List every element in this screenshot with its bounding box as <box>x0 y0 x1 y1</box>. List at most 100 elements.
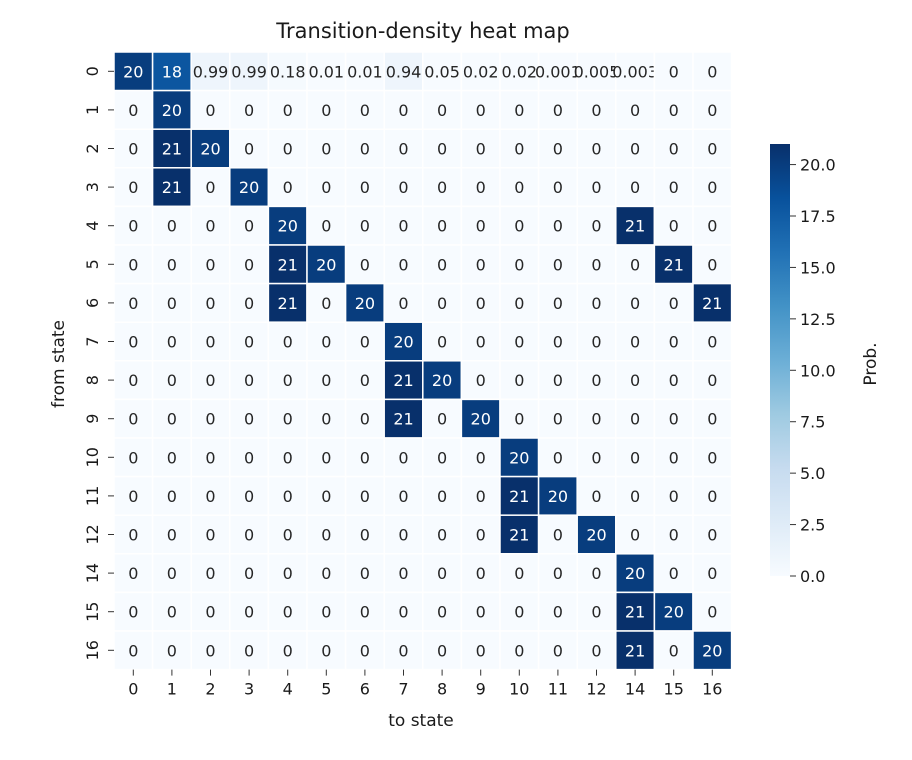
cell-value-label: 0 <box>244 294 254 313</box>
cell-value-label: 0 <box>167 294 177 313</box>
cell-value-label: 0 <box>283 526 293 545</box>
heatmap-cell <box>576 630 617 671</box>
cell-value-label: 0 <box>167 603 177 622</box>
cell-value-label: 0 <box>476 603 486 622</box>
cell-value-label: 21 <box>278 255 298 274</box>
cell-value-label: 0 <box>205 564 215 583</box>
cell-value-label: 0 <box>476 564 486 583</box>
heatmap-cell <box>576 282 617 323</box>
heatmap-cell <box>306 398 347 439</box>
cell-value-label: 0 <box>630 410 640 429</box>
cell-value-label: 0 <box>476 217 486 236</box>
heatmap-cell <box>576 51 617 92</box>
y-tick-label: 4 <box>83 221 102 231</box>
heatmap-cell <box>692 128 733 169</box>
cell-value-label: 0 <box>437 487 447 506</box>
heatmap-cell <box>460 51 501 92</box>
heatmap-cell <box>499 321 540 362</box>
x-tick-label: 16 <box>702 680 722 699</box>
cell-value-label: 0 <box>167 564 177 583</box>
cell-value-label: 0 <box>437 294 447 313</box>
heatmap-cell <box>615 630 656 671</box>
cell-value-label: 0 <box>553 564 563 583</box>
x-tick-label: 3 <box>244 680 254 699</box>
y-axis-label: from state <box>49 320 69 408</box>
cell-value-label: 0 <box>514 101 524 120</box>
colorbar-tick-label: 7.5 <box>800 413 825 432</box>
cell-value-label: 0 <box>476 487 486 506</box>
cell-value-label: 0 <box>244 526 254 545</box>
cell-value-label: 0 <box>553 371 563 390</box>
heatmap-cell <box>383 128 424 169</box>
cell-value-label: 0 <box>669 371 679 390</box>
heatmap-cell <box>576 591 617 632</box>
cell-value-label: 0 <box>630 101 640 120</box>
heatmap-cell <box>653 514 694 555</box>
heatmap-cell <box>460 244 501 285</box>
heatmap-cell <box>576 437 617 478</box>
heatmap-cell <box>576 244 617 285</box>
cell-value-label: 0 <box>128 101 138 120</box>
x-tick-label: 12 <box>586 680 606 699</box>
cell-value-label: 0 <box>321 641 331 660</box>
cell-value-label: 0.02 <box>463 62 499 81</box>
cell-value-label: 0 <box>398 217 408 236</box>
cell-value-label: 20 <box>586 526 606 545</box>
cell-value-label: 0 <box>205 294 215 313</box>
cell-value-label: 0 <box>321 487 331 506</box>
y-tick-label: 12 <box>83 524 102 544</box>
heatmap-cell <box>499 514 540 555</box>
cell-value-label: 0 <box>244 140 254 159</box>
x-tick-label: 8 <box>437 680 447 699</box>
cell-value-label: 0 <box>283 410 293 429</box>
heatmap-cell <box>306 514 347 555</box>
cell-value-label: 0 <box>128 641 138 660</box>
cell-value-label: 0 <box>398 101 408 120</box>
heatmap-cell <box>499 630 540 671</box>
cell-value-label: 0 <box>244 448 254 467</box>
cell-value-label: 0 <box>360 410 370 429</box>
cell-value-label: 0 <box>205 526 215 545</box>
cell-value-label: 0 <box>707 448 717 467</box>
heatmap-cell <box>499 475 540 516</box>
heatmap-cell <box>229 282 270 323</box>
colorbar-tick-label: 12.5 <box>800 310 836 329</box>
cell-value-label: 20 <box>123 62 143 81</box>
cell-value-label: 0 <box>283 603 293 622</box>
heatmap-cell <box>190 360 231 401</box>
cell-value-label: 0 <box>321 101 331 120</box>
cell-value-label: 0 <box>398 294 408 313</box>
heatmap-cell <box>306 475 347 516</box>
cell-value-label: 21 <box>664 255 684 274</box>
y-tick-label: 11 <box>83 486 102 506</box>
heatmap-cell <box>229 244 270 285</box>
cell-value-label: 20 <box>393 333 413 352</box>
cell-value-label: 0 <box>205 448 215 467</box>
cell-value-label: 0.005 <box>574 62 620 81</box>
cell-value-label: 0 <box>244 603 254 622</box>
heatmap-cell <box>460 437 501 478</box>
cell-value-label: 0 <box>630 140 640 159</box>
cell-value-label: 0 <box>167 487 177 506</box>
cell-value-label: 0 <box>669 62 679 81</box>
cell-value-label: 0 <box>283 564 293 583</box>
heatmap-cell <box>267 591 308 632</box>
cell-value-label: 0 <box>283 487 293 506</box>
colorbar-tick-label: 15.0 <box>800 258 836 277</box>
heatmap-cell <box>151 360 192 401</box>
heatmap-cell <box>267 244 308 285</box>
cell-value-label: 0 <box>128 371 138 390</box>
cell-value-label: 0 <box>514 178 524 197</box>
cell-value-label: 0 <box>514 217 524 236</box>
heatmap-cell <box>383 51 424 92</box>
cell-value-label: 0 <box>205 101 215 120</box>
cell-value-label: 0 <box>630 371 640 390</box>
x-tick-label: 7 <box>398 680 408 699</box>
cell-value-label: 0 <box>360 255 370 274</box>
cell-value-label: 0 <box>244 217 254 236</box>
heatmap-cell <box>422 553 463 594</box>
cell-value-label: 0 <box>437 333 447 352</box>
cell-value-label: 0 <box>553 448 563 467</box>
